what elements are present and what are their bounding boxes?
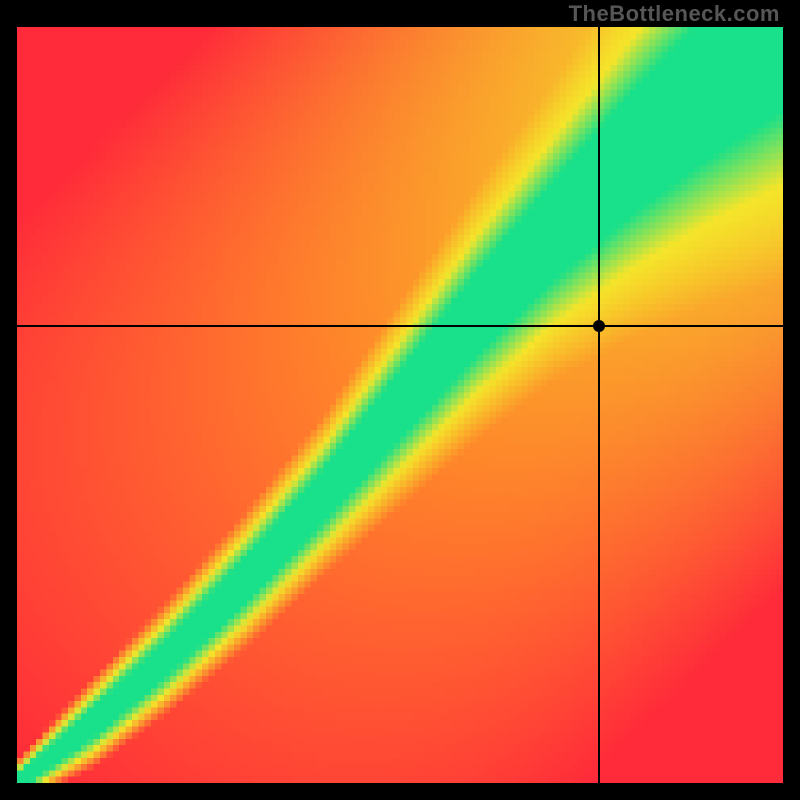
crosshair-horizontal: [17, 325, 783, 327]
crosshair-vertical: [598, 27, 600, 783]
attribution-label: TheBottleneck.com: [569, 1, 780, 27]
heatmap: [17, 27, 783, 783]
heatmap-canvas: [17, 27, 783, 783]
marker-dot: [593, 320, 605, 332]
